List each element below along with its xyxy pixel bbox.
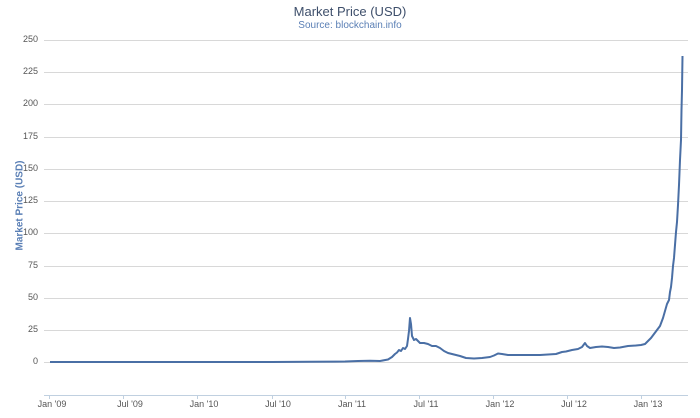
- y-tick-200: 200: [22, 98, 38, 108]
- chart-subtitle: Source: blockchain.info: [298, 20, 402, 31]
- y-tick-100: 100: [22, 227, 38, 237]
- x-tick-jan-13: Jan '13: [633, 399, 663, 409]
- x-tick-jul-09: Jul '09: [117, 399, 143, 409]
- x-tick-jul-11: Jul '11: [413, 399, 439, 409]
- y-tick-25: 25: [27, 324, 38, 334]
- x-axis: [44, 395, 688, 399]
- y-tick-50: 50: [27, 292, 38, 302]
- y-tick-175: 175: [22, 131, 38, 141]
- y-tick-250: 250: [22, 34, 38, 44]
- y-tick-150: 150: [22, 163, 38, 173]
- gridlines: [44, 40, 688, 363]
- x-tick-jan-11: Jan '11: [337, 399, 367, 409]
- x-tick-jul-12: Jul '12: [561, 399, 587, 409]
- chart-title: Market Price (USD): [293, 4, 407, 19]
- price-line: [50, 55, 684, 363]
- y-tick-75: 75: [27, 260, 38, 270]
- y-tick-125: 125: [22, 195, 38, 205]
- y-tick-0: 0: [32, 356, 38, 366]
- y-tick-225: 225: [22, 66, 38, 76]
- x-tick-jan-10: Jan '10: [189, 399, 219, 409]
- x-tick-jul-10: Jul '10: [265, 399, 291, 409]
- x-tick-jan-12: Jan '12: [485, 399, 515, 409]
- x-tick-jan-09: Jan '09: [37, 399, 67, 409]
